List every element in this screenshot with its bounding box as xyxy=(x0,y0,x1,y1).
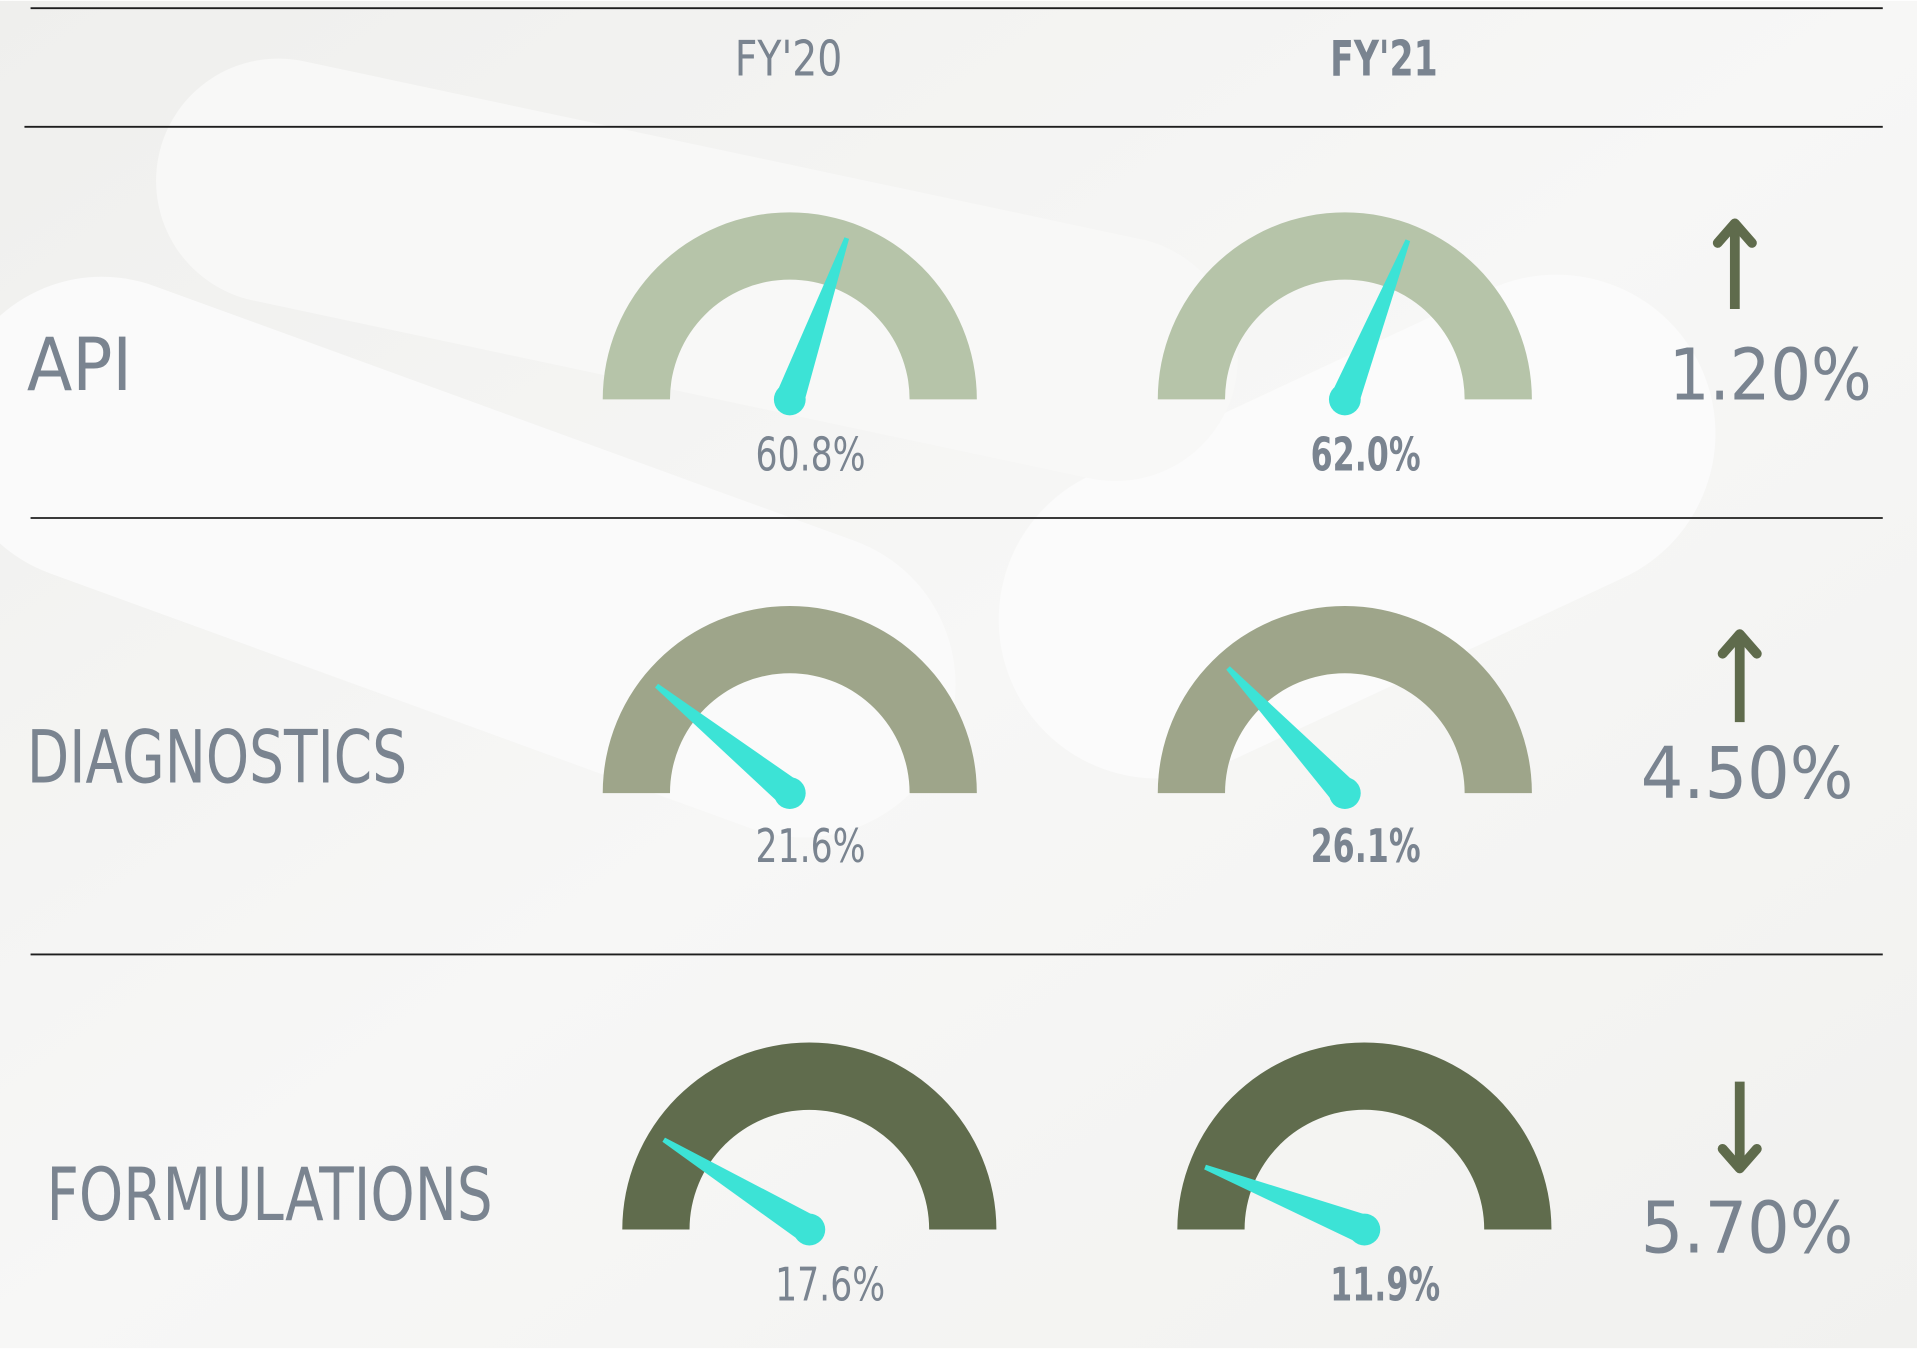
page: FY'20 FY'21 API 60.8% 62.0% 1.20% DIAGNOSTIC… xyxy=(0,0,1917,1349)
column-header: FY'20 xyxy=(735,30,843,87)
needle-hub xyxy=(774,777,806,809)
row-label: DIAGNOSTICS xyxy=(27,716,407,801)
gauge-value-label: 60.8% xyxy=(756,428,866,482)
needle-hub xyxy=(1329,777,1361,809)
infographic: FY'20 FY'21 API 60.8% 62.0% 1.20% DIAGNOSTIC… xyxy=(0,0,1917,1349)
needle-hub xyxy=(1349,1214,1381,1246)
change-value: 1.20% xyxy=(1669,333,1872,416)
needle-hub xyxy=(1329,384,1361,416)
gauge-value-label: 62.0% xyxy=(1311,428,1421,482)
needle-hub xyxy=(774,384,806,416)
row-label: API xyxy=(27,323,132,408)
column-header: FY'21 xyxy=(1330,30,1438,87)
gauge-value-label: 21.6% xyxy=(756,819,866,873)
gauge-value-label: 11.9% xyxy=(1330,1258,1440,1312)
change-value: 5.70% xyxy=(1641,1187,1854,1270)
needle-hub xyxy=(793,1214,825,1246)
row-label: FORMULATIONS xyxy=(46,1153,492,1238)
change-value: 4.50% xyxy=(1641,732,1854,815)
gauge-value-label: 26.1% xyxy=(1311,819,1421,873)
gauge-value-label: 17.6% xyxy=(775,1258,885,1312)
